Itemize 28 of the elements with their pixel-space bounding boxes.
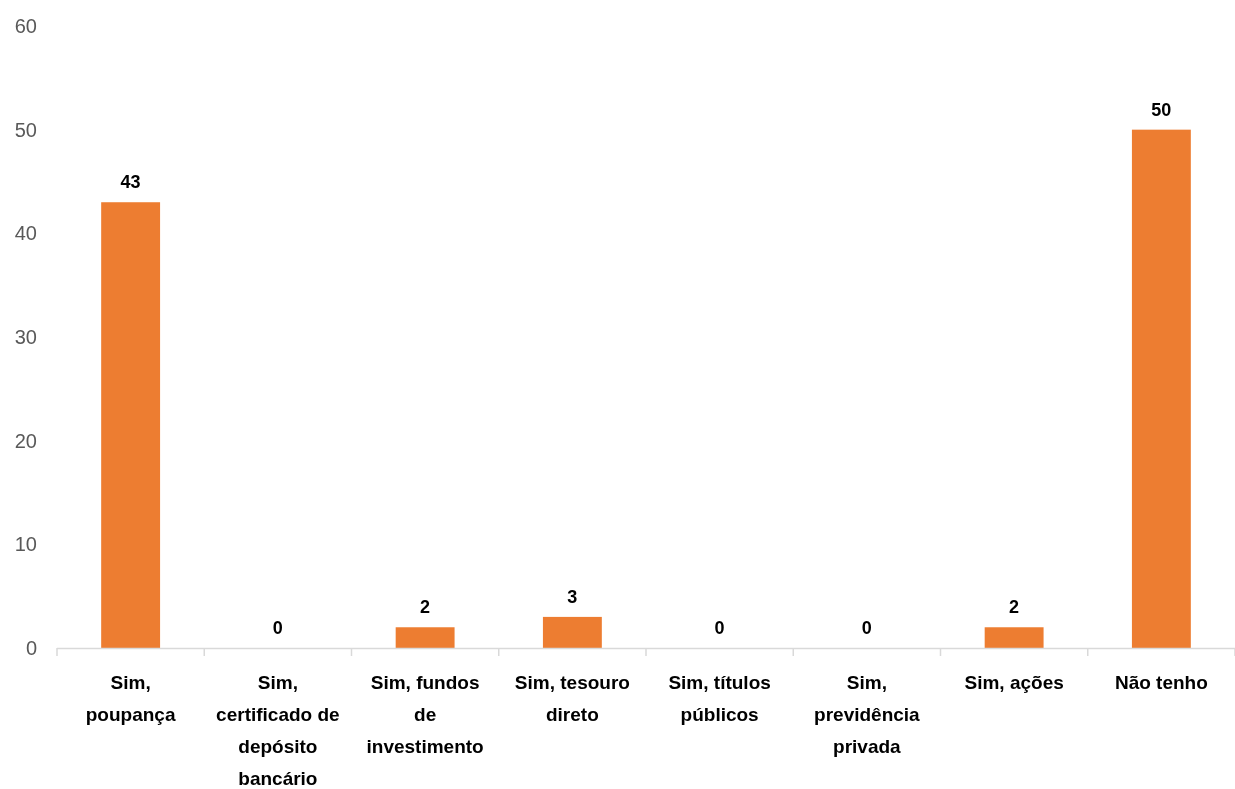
data-label: 50 bbox=[1151, 99, 1172, 120]
y-tick-label: 0 bbox=[25, 636, 37, 659]
data-label: 0 bbox=[714, 618, 725, 638]
bar bbox=[984, 627, 1044, 648]
y-tick-label: 40 bbox=[14, 222, 37, 245]
bar bbox=[101, 202, 161, 648]
data-label: 0 bbox=[861, 618, 872, 638]
data-label: 43 bbox=[120, 172, 141, 193]
x-tick-label: Não tenho bbox=[1114, 672, 1208, 693]
x-tick-label: Sim, ações bbox=[964, 672, 1064, 693]
bar bbox=[395, 627, 455, 648]
y-tick-label: 10 bbox=[14, 533, 37, 556]
y-tick-label: 60 bbox=[14, 14, 37, 37]
y-tick-label: 50 bbox=[14, 118, 37, 141]
y-tick-label: 20 bbox=[14, 429, 37, 452]
bar bbox=[542, 616, 602, 648]
x-tick-label: Sim, certificado de depósito bancário bbox=[216, 672, 340, 789]
data-label: 3 bbox=[567, 586, 578, 607]
data-label: 2 bbox=[1009, 597, 1020, 618]
y-tick-label: 30 bbox=[14, 325, 37, 348]
bar bbox=[1131, 129, 1191, 648]
x-tick-label: Sim, fundos de investimento bbox=[366, 672, 484, 757]
x-tick-label: Sim, títulos públicos bbox=[668, 672, 771, 725]
data-label: 0 bbox=[272, 618, 283, 638]
x-tick-label: Sim, tesouro direto bbox=[514, 672, 630, 725]
x-tick-label: Sim, poupança bbox=[85, 672, 176, 725]
data-label: 2 bbox=[420, 597, 431, 618]
x-tick-label: Sim, previdência privada bbox=[814, 672, 921, 757]
